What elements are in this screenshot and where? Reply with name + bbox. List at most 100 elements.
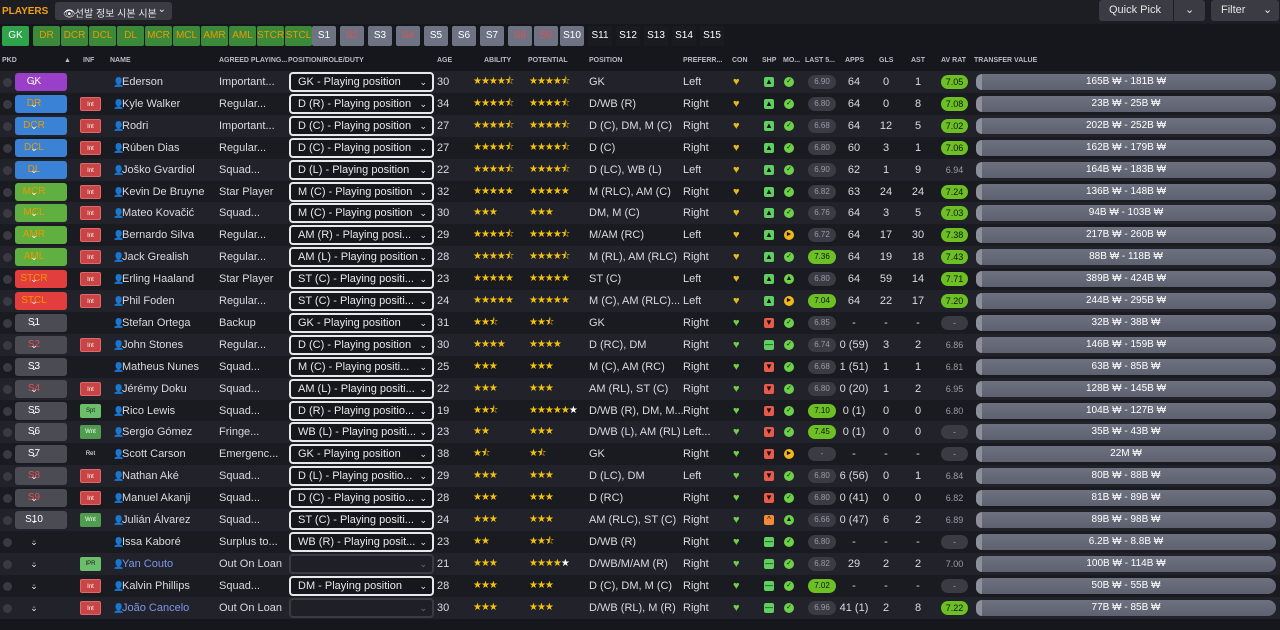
pkd-badge[interactable]: STCR ⌄	[15, 270, 67, 289]
col-shp[interactable]: SHP	[762, 57, 777, 64]
position-slot-mcl[interactable]: MCL	[173, 26, 200, 46]
chevron-down-icon[interactable]: ⌄	[30, 602, 38, 613]
player-name-cell[interactable]: 👤Sergio Gómez	[113, 421, 192, 443]
select-dot[interactable]	[3, 603, 12, 613]
chevron-down-icon[interactable]: ⌄	[30, 471, 38, 482]
position-slot-s14[interactable]: S14	[672, 26, 696, 46]
role-dropdown[interactable]: AM (R) - Playing posi... ⌄	[289, 225, 434, 246]
position-slot-s3[interactable]: S3	[368, 26, 392, 46]
chevron-down-icon[interactable]: ⌄	[30, 230, 38, 241]
player-name-cell[interactable]: 👤John Stones	[113, 334, 183, 356]
table-row[interactable]: S6 ⌄ Wnt 👤Sergio Gómez Fringe... WB (L) - Pla…	[0, 421, 1280, 444]
chevron-down-icon[interactable]: ⌄	[30, 515, 38, 525]
col-preferred[interactable]: PREFERR...	[683, 57, 723, 64]
player-name[interactable]: Rodri	[122, 119, 149, 132]
position-slot-s13[interactable]: S13	[644, 26, 668, 46]
chevron-down-icon[interactable]: ⌄	[30, 427, 38, 438]
sort-arrow-icon[interactable]: ▲	[64, 57, 71, 64]
pkd-badge[interactable]: MCL ⌄	[15, 204, 67, 223]
select-dot[interactable]	[3, 143, 12, 153]
table-row[interactable]: - ⌄ 👤Issa Kaboré Surplus to... WB (R) - Play…	[0, 530, 1280, 553]
role-dropdown[interactable]: M (C) - Playing position ⌄	[289, 203, 434, 224]
player-name-cell[interactable]: 👤Nathan Aké	[113, 465, 179, 487]
player-name-cell[interactable]: 👤Kevin De Bruyne	[113, 181, 205, 203]
chevron-down-icon[interactable]: ⌄	[30, 274, 38, 285]
player-name[interactable]: Jack Grealish	[122, 251, 189, 264]
pkd-badge[interactable]: S8 ⌄	[15, 467, 67, 486]
table-row[interactable]: MCR ⌄ Int 👤Kevin De Bruyne Star Player M (C) …	[0, 180, 1280, 203]
chevron-down-icon[interactable]: ⌄	[30, 449, 38, 460]
role-dropdown[interactable]: ST (C) - Playing positi... ⌄	[289, 510, 434, 530]
table-row[interactable]: DCL ⌄ Int 👤Rúben Dias Regular... D (C) - Play…	[0, 136, 1280, 159]
col-role[interactable]: POSITION/ROLE/DUTY	[288, 57, 364, 64]
player-name[interactable]: Yan Couto	[122, 557, 174, 570]
select-dot[interactable]	[3, 472, 12, 482]
chevron-down-icon[interactable]: ⌄	[30, 98, 38, 109]
table-row[interactable]: S2 ⌄ Int 👤John Stones Regular... D (C) - Play…	[0, 333, 1280, 356]
table-row[interactable]: S9 ⌄ Int 👤Manuel Akanji Squad... D (C) - Play…	[0, 487, 1280, 510]
player-name-cell[interactable]: 👤Jérémy Doku	[113, 378, 187, 400]
player-name-cell[interactable]: 👤Phil Foden	[113, 290, 175, 312]
chevron-down-icon[interactable]: ⌄	[30, 317, 38, 328]
chevron-down-icon[interactable]: ⌄	[30, 558, 38, 569]
col-ast[interactable]: AST	[911, 57, 925, 64]
position-slot-s10[interactable]: S10	[560, 26, 584, 46]
table-row[interactable]: S5 ⌄ Spt 👤Rico Lewis Squad... D (R) - Playing…	[0, 399, 1280, 422]
role-dropdown[interactable]: D (C) - Playing position ⌄	[289, 137, 434, 158]
role-dropdown[interactable]: M (C) - Playing positi... ⌄	[289, 356, 434, 377]
chevron-down-icon[interactable]: ⌄	[30, 77, 38, 87]
chevron-down-icon[interactable]: ⌄	[30, 405, 38, 416]
select-dot[interactable]	[3, 231, 12, 241]
player-name-cell[interactable]: 👤Rico Lewis	[113, 400, 175, 422]
select-dot[interactable]	[3, 78, 12, 87]
player-name[interactable]: Manuel Akanji	[122, 492, 191, 505]
col-potential[interactable]: POTENTIAL	[528, 57, 568, 64]
chevron-down-icon[interactable]: ⌄	[30, 339, 38, 350]
player-name-cell[interactable]: 👤Issa Kaboré	[113, 531, 181, 553]
position-slot-stcr[interactable]: STCR	[257, 26, 284, 46]
pkd-badge[interactable]: - ⌄	[15, 555, 67, 573]
table-row[interactable]: S7 ⌄ Ret 👤Scott Carson Emergenc... GK - Playi…	[0, 443, 1280, 466]
col-gls[interactable]: GLS	[879, 57, 894, 64]
position-slot-mcr[interactable]: MCR	[145, 26, 172, 46]
player-name-cell[interactable]: 👤Joško Gvardiol	[113, 159, 195, 181]
table-row[interactable]: S8 ⌄ Int 👤Nathan Aké Squad... D (L) - Playing…	[0, 465, 1280, 488]
chevron-down-icon[interactable]: ⌄	[30, 383, 38, 394]
table-row[interactable]: GK ⌄ 👤Ederson Important... GK - Playing posi…	[0, 71, 1280, 93]
col-avrat[interactable]: AV RAT	[941, 57, 967, 64]
chevron-down-icon[interactable]: ⌄	[30, 186, 38, 197]
select-dot[interactable]	[3, 494, 12, 504]
position-slot-s11[interactable]: S11	[588, 26, 612, 46]
table-row[interactable]: AML ⌄ Int 👤Jack Grealish Regular... AM (L) - …	[0, 246, 1280, 269]
col-con[interactable]: CON	[732, 57, 748, 64]
position-slot-s6[interactable]: S6	[452, 26, 476, 46]
select-dot[interactable]	[3, 253, 12, 263]
chevron-down-icon[interactable]: ⌄	[30, 580, 38, 591]
pkd-badge[interactable]: S10 ⌄	[15, 511, 67, 529]
filter-button[interactable]: Filter ⌄	[1211, 0, 1279, 21]
player-name-cell[interactable]: 👤Ederson	[113, 71, 163, 93]
col-agreed[interactable]: AGREED PLAYING...	[219, 57, 288, 64]
player-name-cell[interactable]: 👤Yan Couto	[113, 553, 173, 575]
table-row[interactable]: MCL ⌄ Int 👤Mateo Kovačić Squad... M (C) - Pla…	[0, 202, 1280, 225]
position-slot-amr[interactable]: AMR	[201, 26, 228, 46]
select-dot[interactable]	[3, 275, 12, 285]
position-slot-gk[interactable]: GK	[2, 26, 29, 46]
player-name-cell[interactable]: 👤Kyle Walker	[113, 93, 180, 115]
player-name[interactable]: Matheus Nunes	[122, 360, 200, 373]
player-name-cell[interactable]: 👤Jack Grealish	[113, 246, 189, 268]
quick-pick-button[interactable]: Quick Pick ⌄	[1099, 0, 1205, 21]
player-name-cell[interactable]: 👤Rodri	[113, 115, 148, 137]
role-dropdown[interactable]: GK - Playing position ⌄	[289, 444, 434, 465]
view-selector[interactable]: 👁 선발 정보 시본 시본 ⌄	[55, 2, 172, 20]
table-row[interactable]: - ⌄ Int 👤Kalvin Phillips Squad... DM - Playin…	[0, 574, 1280, 597]
col-inf[interactable]: INF	[83, 57, 95, 64]
player-name[interactable]: Jérémy Doku	[122, 382, 187, 395]
col-apps[interactable]: APPS	[845, 57, 865, 64]
table-row[interactable]: DCR ⌄ Int 👤Rodri Important... D (C) - Playing…	[0, 114, 1280, 137]
player-name[interactable]: Sergio Gómez	[122, 426, 193, 439]
player-name[interactable]: Scott Carson	[122, 448, 186, 461]
chevron-down-icon[interactable]: ⌄	[1185, 4, 1195, 16]
player-name-cell[interactable]: 👤Julián Álvarez	[113, 509, 190, 531]
select-dot[interactable]	[3, 428, 12, 438]
